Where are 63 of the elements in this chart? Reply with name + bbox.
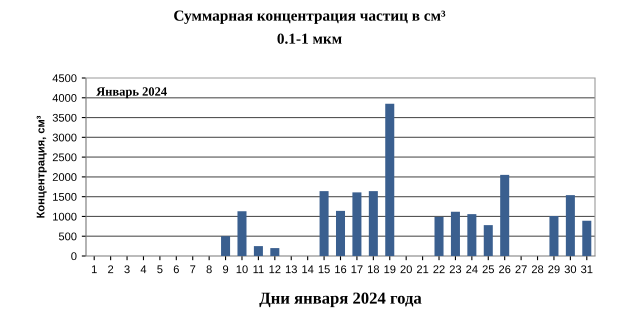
x-tick-label: 24 (466, 265, 478, 274)
bar (566, 195, 575, 256)
y-tick-label: 4500 (52, 74, 77, 82)
y-axis-title: Концентрация, см³ (36, 116, 47, 218)
x-tick-label: 30 (564, 265, 576, 274)
x-tick-label: 20 (400, 265, 412, 274)
x-tick-label: 11 (253, 265, 264, 274)
x-tick-label: 26 (499, 265, 510, 274)
chart-title: Суммарная концентрация частиц в см³ (174, 10, 446, 24)
bar (500, 174, 510, 256)
bar (549, 216, 558, 256)
x-tick-label: 25 (482, 265, 494, 274)
bar (467, 214, 476, 256)
x-tick-label: 22 (433, 265, 445, 274)
x-tick-label: 8 (206, 265, 212, 274)
x-tick-label: 12 (269, 265, 280, 274)
y-tick-label: 1000 (53, 212, 77, 221)
chart-subtitle: 0.1-1 мкм (277, 34, 342, 44)
y-tick-label: 3000 (52, 134, 77, 142)
x-tick-label: 31 (581, 265, 592, 274)
bar (434, 216, 444, 256)
x-tick-label: 5 (157, 265, 163, 274)
y-tick-label: 3500 (52, 114, 77, 122)
x-tick-label: 18 (368, 265, 380, 274)
bar (336, 210, 346, 256)
y-tick-label: 4000 (52, 94, 77, 102)
x-axis-title: Дни января 2024 года (259, 292, 422, 308)
bar (270, 248, 280, 256)
bar (385, 104, 394, 256)
x-tick-label: 3 (124, 265, 130, 274)
x-tick-label: 1 (92, 265, 97, 274)
x-tick-label: 15 (318, 265, 330, 274)
bar (368, 191, 378, 256)
bar (450, 212, 460, 256)
x-tick-label: 9 (222, 265, 228, 274)
y-tick-label: 1500 (53, 192, 77, 201)
bar (254, 246, 263, 256)
y-tick-label: 2500 (52, 153, 77, 162)
bar (221, 236, 230, 256)
x-tick-label: 21 (416, 265, 428, 274)
y-tick-label: 500 (58, 232, 77, 240)
x-tick-label: 23 (450, 265, 462, 274)
x-tick-label: 27 (515, 265, 527, 274)
x-tick-label: 17 (352, 265, 363, 274)
x-tick-label: 2 (108, 265, 114, 274)
x-tick-label: 13 (286, 265, 297, 274)
x-tick-label: 19 (384, 265, 396, 274)
x-tick-label: 10 (236, 265, 248, 274)
annotation: Январь 2024 (96, 87, 167, 98)
y-tick-label: 2000 (52, 173, 77, 182)
y-tick-label: 0 (71, 252, 77, 260)
x-tick-label: 16 (335, 265, 346, 274)
bar (582, 220, 592, 256)
x-tick-label: 4 (140, 265, 146, 274)
bar (484, 225, 493, 256)
bar (320, 191, 329, 256)
x-tick-label: 7 (190, 265, 196, 274)
bar (237, 211, 246, 256)
x-tick-label: 6 (174, 265, 179, 274)
x-tick-label: 29 (548, 265, 560, 274)
bar (352, 192, 362, 256)
x-tick-label: 14 (302, 265, 314, 274)
x-tick-label: 28 (532, 265, 544, 274)
